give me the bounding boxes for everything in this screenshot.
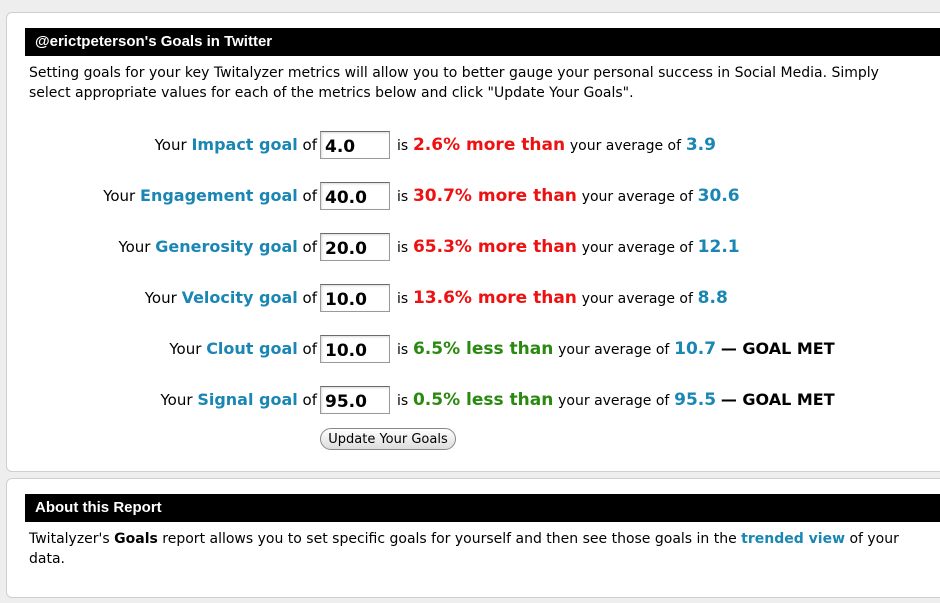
is-word: is [397, 291, 409, 307]
goal-label: Your Clout goal of [169, 334, 317, 364]
goal-row: Your Impact goal of is 2.6% more than you… [7, 130, 940, 160]
about-panel-header: About this Report [25, 494, 940, 522]
average-value: 3.9 [685, 135, 716, 155]
is-word: is [397, 342, 409, 358]
goal-comparison: is 0.5% less than your average of 95.5 —… [397, 385, 835, 415]
goal-met-badge: — GOAL MET [720, 339, 835, 358]
your-word: Your [118, 238, 151, 256]
average-value: 95.5 [674, 390, 717, 410]
metric-name: Generosity goal [155, 237, 298, 256]
percent-difference: 30.7% more than [412, 186, 577, 206]
goal-label: Your Engagement goal of [103, 181, 317, 211]
goal-row: Your Engagement goal of is 30.7% more tha… [7, 181, 940, 211]
goals-intro-text: Setting goals for your key Twitalyzer me… [29, 65, 879, 101]
update-goals-button[interactable]: Update Your Goals [320, 428, 456, 450]
goal-row: Your Velocity goal of is 13.6% more than … [7, 283, 940, 313]
trended-view-link[interactable]: trended view [741, 531, 845, 547]
of-word: of [302, 238, 317, 256]
is-word: is [397, 138, 409, 154]
average-label: your average of [581, 291, 693, 307]
metric-name: Signal goal [197, 390, 298, 409]
about-text-mid: report allows you to set specific goals … [162, 531, 737, 547]
goal-comparison: is 65.3% more than your average of 12.1 [397, 232, 740, 262]
goal-comparison: is 2.6% more than your average of 3.9 [397, 130, 716, 160]
average-label: your average of [581, 240, 693, 256]
your-word: Your [154, 136, 187, 154]
is-word: is [397, 240, 409, 256]
average-value: 8.8 [697, 288, 728, 308]
of-word: of [302, 187, 317, 205]
goal-label: Your Signal goal of [161, 385, 318, 415]
your-word: Your [144, 289, 177, 307]
goal-value-input[interactable] [320, 233, 390, 261]
goal-label: Your Generosity goal of [118, 232, 317, 262]
of-word: of [302, 340, 317, 358]
of-word: of [302, 391, 317, 409]
goal-comparison: is 30.7% more than your average of 30.6 [397, 181, 740, 211]
about-text-bold: Goals [114, 531, 158, 547]
percent-difference: 6.5% less than [412, 339, 554, 359]
average-value: 12.1 [697, 237, 740, 257]
goal-label: Your Velocity goal of [145, 283, 317, 313]
about-text-pre: Twitalyzer's [29, 531, 110, 547]
goal-met-badge: — GOAL MET [720, 390, 835, 409]
percent-difference: 2.6% more than [412, 135, 566, 155]
your-word: Your [160, 391, 193, 409]
of-word: of [302, 136, 317, 154]
percent-difference: 13.6% more than [412, 288, 577, 308]
about-text-post: of your data. [29, 531, 899, 567]
goal-row: Your Clout goal of is 6.5% less than your… [7, 334, 940, 364]
goals-panel: @erictpeterson's Goals in Twitter Settin… [6, 12, 940, 472]
goal-value-input[interactable] [320, 335, 390, 363]
goal-comparison: is 13.6% more than your average of 8.8 [397, 283, 728, 313]
of-word: of [302, 289, 317, 307]
average-label: your average of [558, 342, 670, 358]
metric-name: Engagement goal [140, 186, 298, 205]
your-word: Your [103, 187, 136, 205]
goal-value-input[interactable] [320, 182, 390, 210]
about-panel: About this Report Twitalyzer's Goals rep… [6, 478, 940, 598]
percent-difference: 65.3% more than [412, 237, 577, 257]
metric-name: Velocity goal [181, 288, 298, 307]
average-label: your average of [581, 189, 693, 205]
metric-name: Impact goal [191, 135, 298, 154]
goals-panel-header: @erictpeterson's Goals in Twitter [25, 28, 940, 56]
average-label: your average of [558, 393, 670, 409]
goal-value-input[interactable] [320, 131, 390, 159]
average-value: 10.7 [674, 339, 717, 359]
goal-row: Your Signal goal of is 0.5% less than you… [7, 385, 940, 415]
goal-value-input[interactable] [320, 284, 390, 312]
is-word: is [397, 189, 409, 205]
about-text: Twitalyzer's Goals report allows you to … [29, 529, 909, 569]
goal-value-input[interactable] [320, 386, 390, 414]
goal-label: Your Impact goal of [155, 130, 317, 160]
is-word: is [397, 393, 409, 409]
average-label: your average of [569, 138, 682, 154]
average-value: 30.6 [697, 186, 740, 206]
percent-difference: 0.5% less than [412, 390, 554, 410]
your-word: Your [169, 340, 202, 358]
goal-comparison: is 6.5% less than your average of 10.7 —… [397, 334, 835, 364]
metric-name: Clout goal [206, 339, 298, 358]
goal-row: Your Generosity goal of is 65.3% more tha… [7, 232, 940, 262]
